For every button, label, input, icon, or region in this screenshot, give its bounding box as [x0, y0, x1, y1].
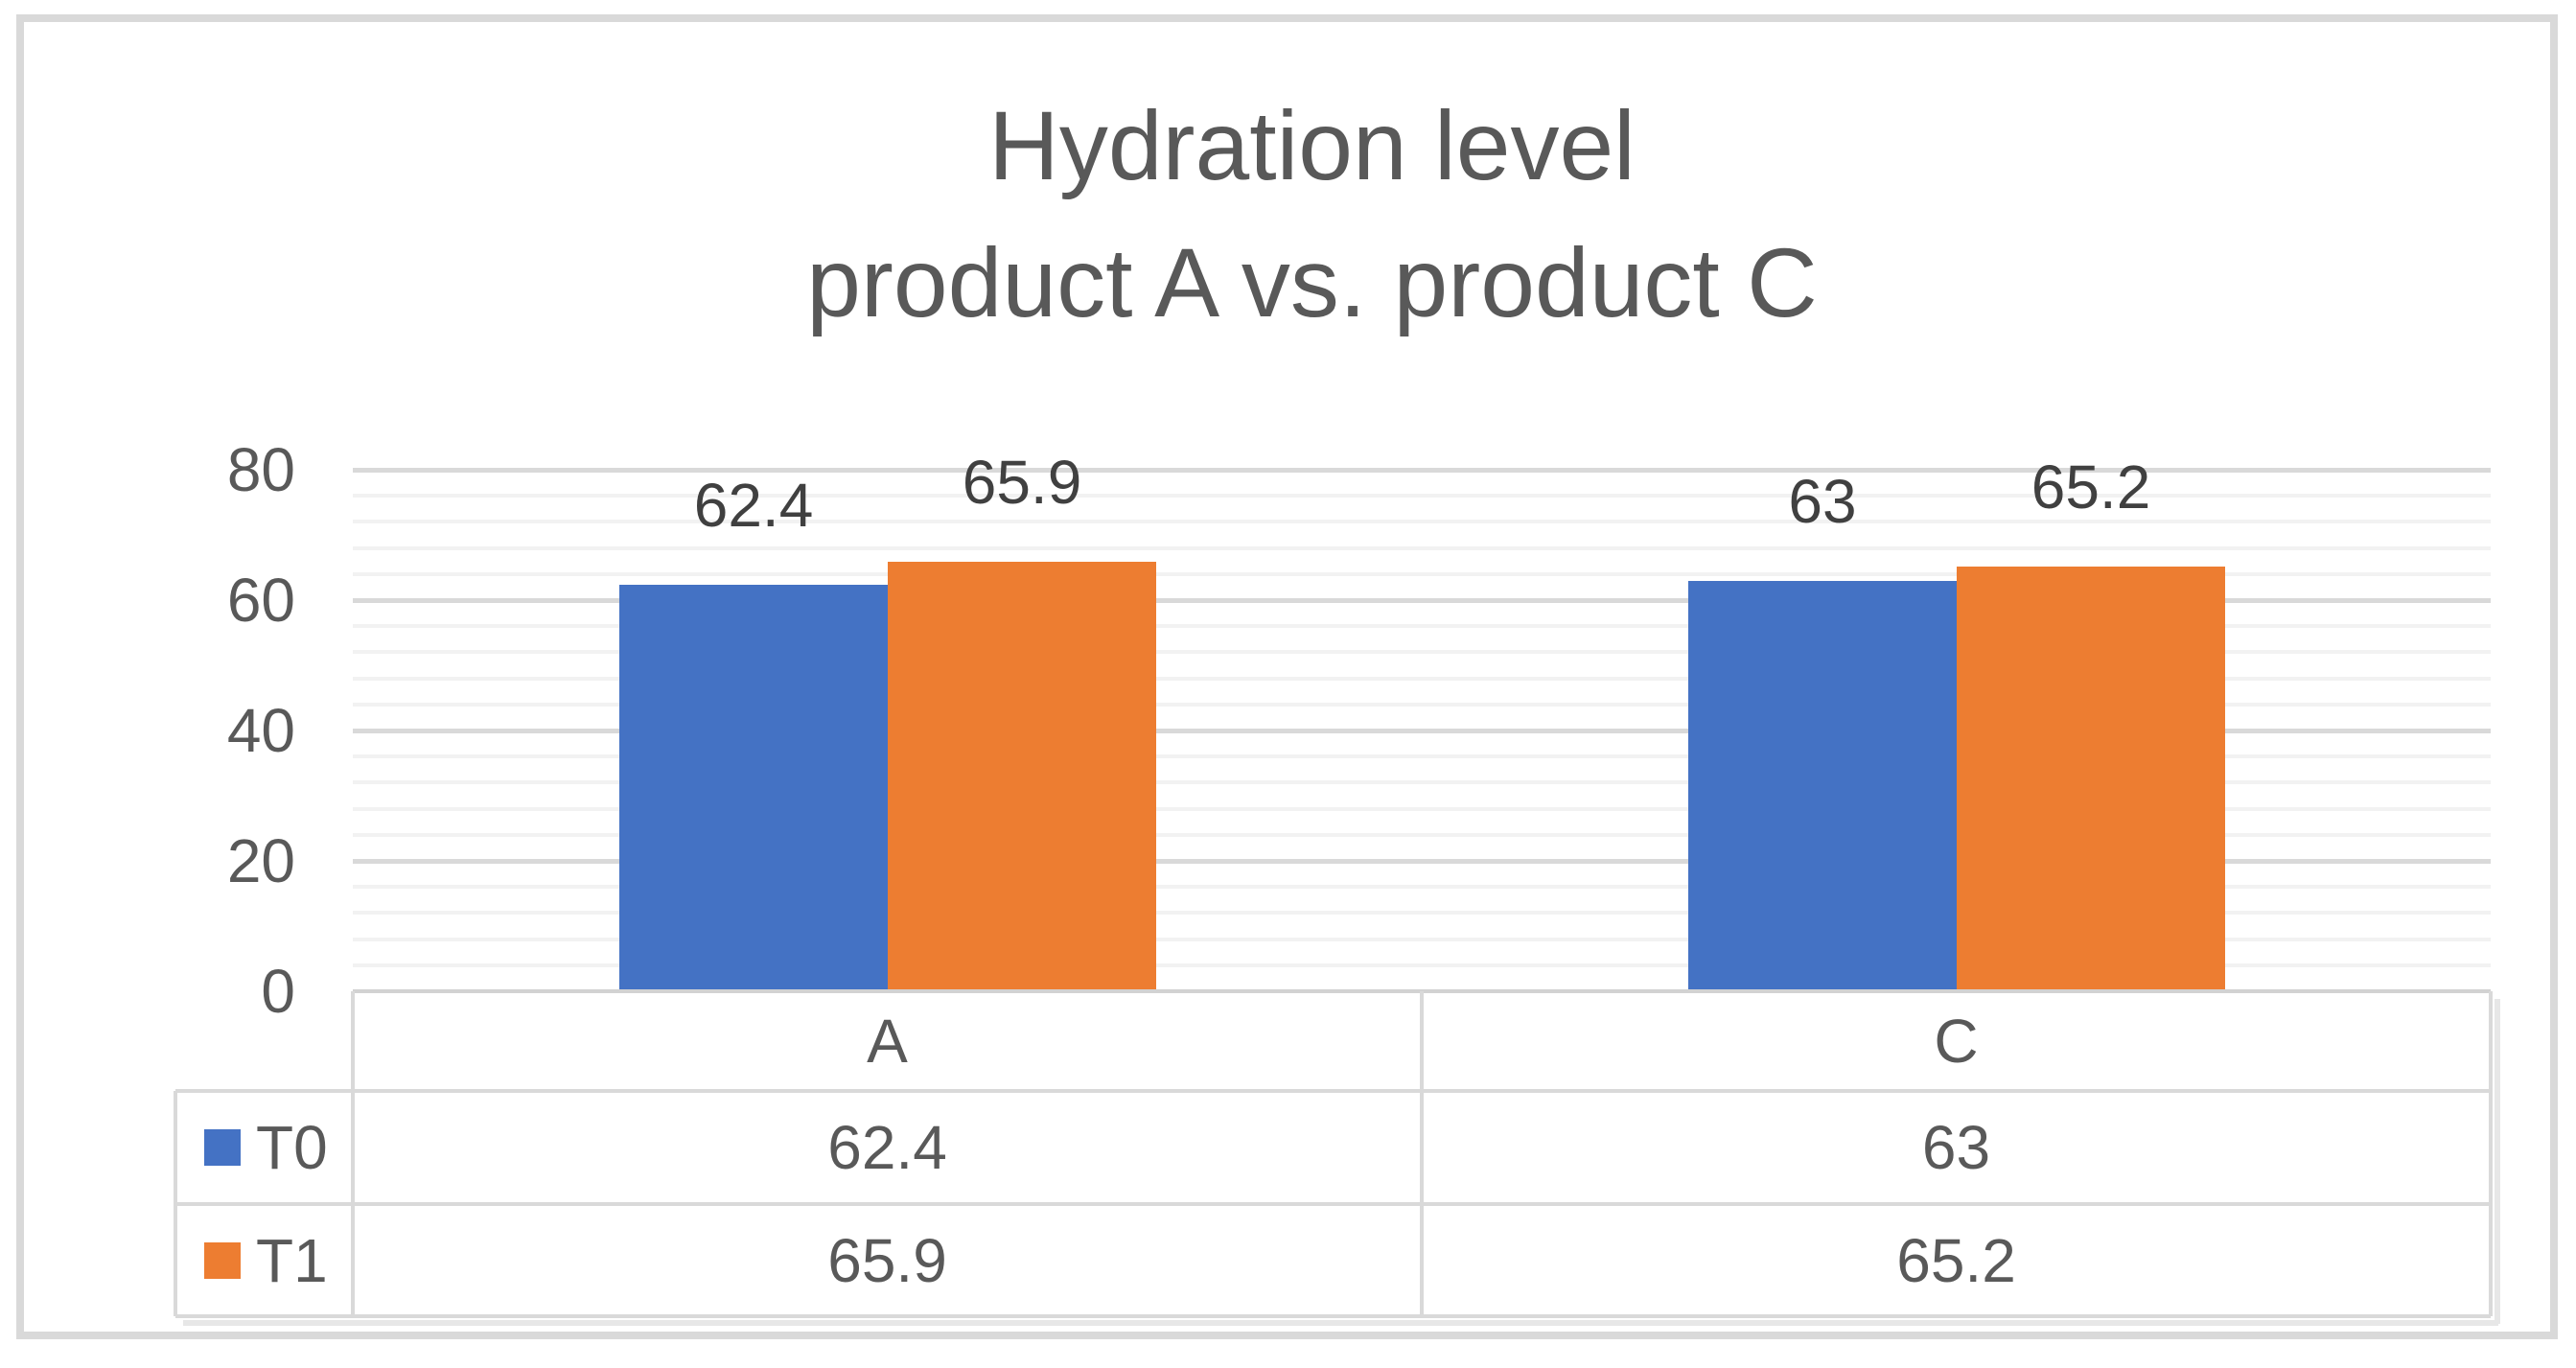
data-label-T0-C: 63: [1788, 467, 1857, 536]
table-value-T0-A: 62.4: [827, 1113, 947, 1182]
legend-cell-T1: T1: [175, 1204, 353, 1316]
bar-T1-A: [888, 562, 1156, 991]
table-line-h3: [175, 1314, 2491, 1318]
table-header-cell-C: C: [1934, 1007, 1979, 1076]
gridline-minor: [353, 520, 2491, 523]
table-value-T1-C: 65.2: [1896, 1225, 2016, 1295]
y-tick-label-60: 60: [226, 566, 295, 635]
table-line-v1: [351, 991, 355, 1316]
table-line-h2: [175, 1202, 2491, 1206]
table-shadow-bottom: [183, 1320, 2498, 1326]
gridline-minor: [353, 754, 2491, 758]
gridline-minor: [353, 938, 2491, 941]
gridline-major: [353, 598, 2491, 603]
y-tick-label-0: 0: [261, 957, 295, 1026]
chart-title: Hydration level product A vs. product C: [24, 78, 2576, 352]
data-label-T1-C: 65.2: [2031, 452, 2151, 522]
y-tick-label-40: 40: [226, 696, 295, 765]
bar-T0-A: [619, 585, 888, 991]
table-shadow-right: [2495, 999, 2500, 1324]
legend-label-T0: T0: [256, 1113, 328, 1182]
gridline-minor: [353, 703, 2491, 707]
gridline-minor: [353, 833, 2491, 837]
data-label-T1-A: 65.9: [962, 448, 1082, 517]
table-line-v2: [1420, 991, 1424, 1316]
gridline-minor: [353, 885, 2491, 889]
gridline-minor: [353, 546, 2491, 550]
gridline-minor: [353, 624, 2491, 628]
table-header-cell-A: A: [867, 1007, 908, 1076]
gridline-major: [353, 729, 2491, 733]
gridline-minor: [353, 963, 2491, 967]
data-label-T0-A: 62.4: [693, 471, 814, 540]
gridline-major: [353, 468, 2491, 473]
bar-T0-C: [1688, 581, 1957, 991]
legend-label-T1: T1: [256, 1225, 328, 1295]
legend-swatch-T1-icon: [204, 1241, 241, 1279]
gridline-minor: [353, 572, 2491, 576]
gridline-minor: [353, 650, 2491, 654]
table-value-T0-C: 63: [1921, 1113, 1991, 1182]
legend-swatch-T0-icon: [204, 1129, 241, 1166]
bar-T1-C: [1957, 567, 2225, 991]
table-line-v0: [174, 1091, 177, 1316]
table-value-T1-A: 65.9: [827, 1225, 947, 1295]
chart-title-line2: product A vs. product C: [806, 228, 1818, 337]
gridline-minor: [353, 807, 2491, 811]
legend-cell-T0: T0: [175, 1091, 353, 1204]
y-tick-label-80: 80: [226, 435, 295, 504]
gridline-minor: [353, 677, 2491, 681]
y-tick-label-20: 20: [226, 826, 295, 895]
table-line-v3: [2489, 991, 2493, 1316]
gridline-major: [353, 859, 2491, 864]
chart-title-line1: Hydration level: [988, 91, 1636, 200]
gridline-minor: [353, 494, 2491, 498]
gridline-minor: [353, 780, 2491, 784]
chart-border-frame: Hydration level product A vs. product C …: [16, 14, 2558, 1339]
gridline-minor: [353, 911, 2491, 915]
table-line-h1: [175, 1089, 2491, 1093]
